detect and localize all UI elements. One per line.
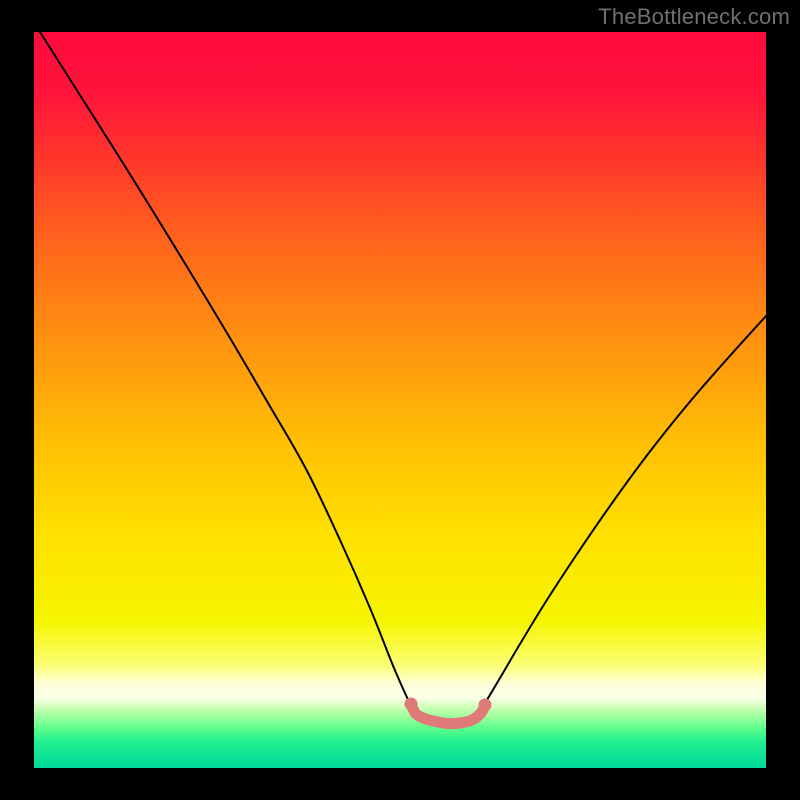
chart-stage: TheBottleneck.com [0, 0, 800, 800]
optimal-range-dot-right [479, 699, 492, 712]
gradient-panel [34, 32, 766, 768]
chart-svg [0, 0, 800, 800]
optimal-range-dot-left [405, 698, 418, 711]
